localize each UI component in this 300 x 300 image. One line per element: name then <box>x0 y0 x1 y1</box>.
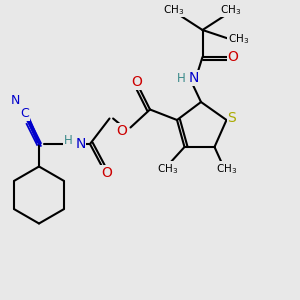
Text: CH$_3$: CH$_3$ <box>220 3 242 17</box>
Text: H: H <box>64 134 73 148</box>
Text: CH$_3$: CH$_3$ <box>158 162 178 176</box>
Text: O: O <box>117 124 128 138</box>
Text: N: N <box>11 94 20 107</box>
Text: S: S <box>227 112 236 125</box>
Text: N: N <box>75 137 85 151</box>
Text: CH$_3$: CH$_3$ <box>164 3 184 17</box>
Text: O: O <box>132 75 142 89</box>
Text: CH$_3$: CH$_3$ <box>228 32 249 46</box>
Text: O: O <box>228 50 238 64</box>
Text: C: C <box>20 107 29 120</box>
Text: N: N <box>188 71 199 85</box>
Text: O: O <box>101 166 112 180</box>
Text: CH$_3$: CH$_3$ <box>216 162 237 176</box>
Text: H: H <box>176 71 185 85</box>
